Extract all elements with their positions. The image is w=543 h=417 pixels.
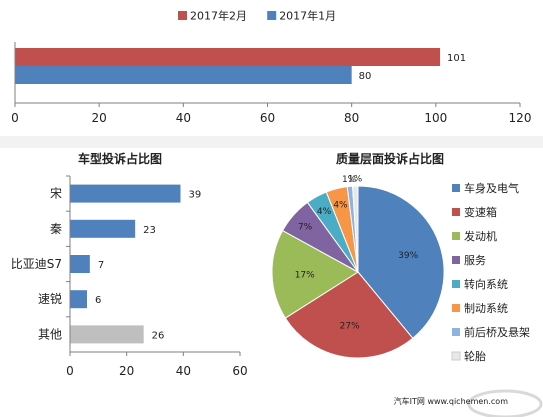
model-x-tick-label-0: 0 bbox=[66, 364, 74, 378]
top-tick-label-2: 40 bbox=[176, 111, 191, 125]
pie-legend-swatch-7 bbox=[451, 351, 461, 361]
model-category-label-4: 其他 bbox=[38, 327, 62, 341]
pie-legend-swatch-5 bbox=[452, 304, 460, 312]
model-category-label-1: 秦 bbox=[50, 222, 62, 236]
bar-value-0: 101 bbox=[447, 53, 466, 64]
top-tick-label-1: 20 bbox=[92, 111, 107, 125]
watermark: 汽车IT网 www.qichemen.com bbox=[394, 389, 543, 417]
pie-value-label-0: 39% bbox=[398, 251, 418, 261]
pie-legend-label-6: 前后桥及悬架 bbox=[464, 325, 530, 339]
pie-value-label-2: 17% bbox=[295, 271, 315, 281]
model-bar-value-0: 39 bbox=[189, 190, 202, 201]
model-complaints-chart: 车型投诉占比图 39 宋 23 秦 7 比亚迪S7 6 速锐 26 其他 0 20 40 60 bbox=[11, 151, 248, 378]
model-category-label-3: 速锐 bbox=[38, 292, 62, 306]
pie-value-label-4: 4% bbox=[317, 207, 332, 217]
monthly-complaints-chart: 2017年2月 2017年1月 101 80 0 20 40 60 80 100 120 bbox=[11, 9, 531, 126]
pie-legend-label-5: 制动系统 bbox=[464, 302, 508, 315]
pie-slice-7 bbox=[352, 185, 359, 273]
model-bar-2 bbox=[70, 255, 90, 273]
bar-value-1: 80 bbox=[359, 71, 372, 82]
pie-slice-0 bbox=[357, 185, 445, 339]
legend-label-1: 2017年1月 bbox=[279, 9, 336, 23]
pie-slices bbox=[271, 185, 445, 359]
pie-legend-label-3: 服务 bbox=[464, 254, 486, 267]
model-category-label-2: 比亚迪S7 bbox=[11, 257, 62, 271]
quality-chart-title: 质量层面投诉占比图 bbox=[336, 151, 444, 166]
legend-swatch-1 bbox=[267, 11, 277, 20]
pie-legend-swatch-0 bbox=[452, 184, 460, 192]
pie-legend-label-1: 变速箱 bbox=[464, 205, 497, 219]
model-bar-value-2: 7 bbox=[98, 260, 104, 271]
pie-legend-swatch-2 bbox=[452, 232, 460, 240]
pie-value-label-3: 7% bbox=[298, 222, 313, 232]
model-bar-value-1: 23 bbox=[143, 225, 156, 236]
top-bars: 101 80 bbox=[15, 48, 466, 84]
pie-legend-label-4: 转向系统 bbox=[464, 277, 508, 291]
model-x-tick-label-3: 60 bbox=[232, 364, 247, 378]
pie-legend-swatch-3 bbox=[452, 256, 460, 264]
pie-slice-2 bbox=[271, 229, 359, 319]
top-x-axis: 0 20 40 60 80 100 120 bbox=[11, 42, 531, 125]
model-bar-0 bbox=[70, 184, 181, 203]
top-tick-label-3: 60 bbox=[260, 111, 275, 125]
bar-0 bbox=[15, 48, 441, 66]
pie-legend-swatch-6 bbox=[452, 328, 460, 336]
model-bar-1 bbox=[70, 219, 136, 238]
model-x-axis: 0 20 40 60 bbox=[66, 175, 248, 378]
legend-swatch-0 bbox=[178, 11, 187, 20]
pie-legend-swatch-1 bbox=[452, 208, 460, 216]
quality-complaints-pie: 质量层面投诉占比图 39% 27% 17% 7% 4%4% 1%1% 车身及电气变速箱发动… bbox=[271, 151, 530, 363]
model-bar-value-3: 6 bbox=[95, 295, 101, 306]
model-category-label-0: 宋 bbox=[50, 186, 62, 201]
watermark-text: 汽车IT网 www.qichemen.com bbox=[394, 396, 509, 406]
pie-legend-label-2: 发动机 bbox=[464, 229, 497, 243]
bar-1 bbox=[15, 66, 352, 84]
pie-labels: 39% 27% 17% 7% 4%4% 1%1% bbox=[295, 174, 419, 331]
pie-value-label-7: 1% bbox=[348, 174, 363, 184]
model-bars: 39 宋 23 秦 7 比亚迪S7 6 速锐 26 其他 bbox=[11, 184, 202, 344]
pie-slice-1 bbox=[284, 271, 414, 359]
pie-legend-label-7: 轮胎 bbox=[464, 349, 486, 363]
top-tick-label-6: 120 bbox=[509, 111, 532, 125]
pie-value-label-1: 27% bbox=[340, 322, 360, 332]
pie-legend-label-0: 车身及电气 bbox=[464, 181, 519, 195]
top-legend: 2017年2月 2017年1月 bbox=[178, 9, 336, 23]
pie-legend-swatch-4 bbox=[452, 280, 460, 288]
model-x-tick-label-2: 40 bbox=[176, 364, 191, 378]
model-bar-4 bbox=[70, 325, 144, 344]
model-bar-value-4: 26 bbox=[152, 330, 165, 341]
section-divider bbox=[0, 136, 543, 148]
watermark-logo bbox=[467, 389, 543, 417]
model-chart-title: 车型投诉占比图 bbox=[78, 151, 162, 166]
top-tick-label-4: 80 bbox=[344, 111, 359, 125]
top-tick-label-5: 100 bbox=[424, 111, 447, 125]
pie-value-label-6: 1% bbox=[342, 175, 357, 185]
pie-value-label-5: 4% bbox=[333, 201, 348, 211]
legend-label-0: 2017年2月 bbox=[190, 9, 247, 23]
model-bar-3 bbox=[70, 290, 87, 309]
top-tick-label-0: 0 bbox=[11, 111, 19, 125]
model-x-tick-label-1: 20 bbox=[119, 364, 134, 378]
